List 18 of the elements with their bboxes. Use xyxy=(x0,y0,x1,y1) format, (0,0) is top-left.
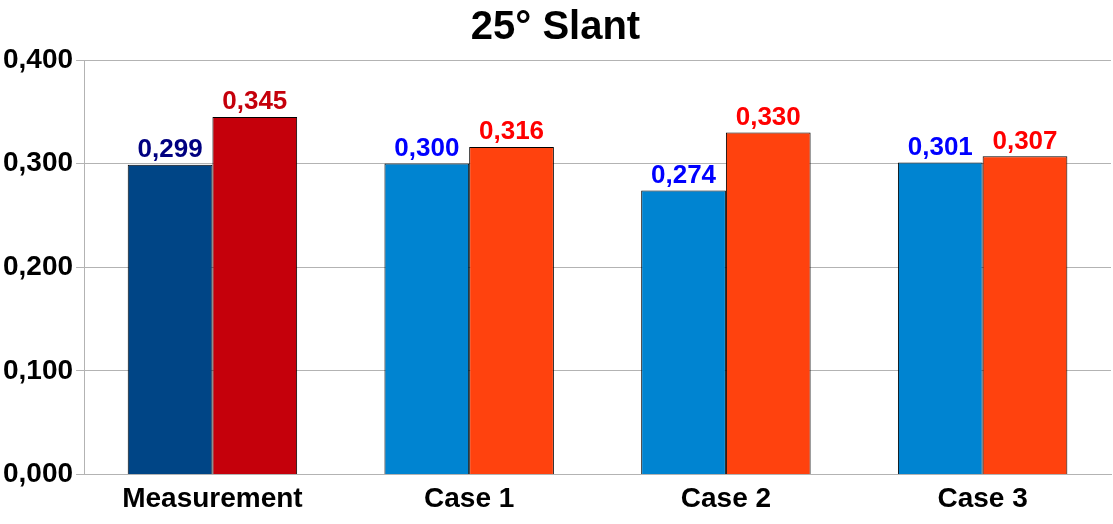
y-tick-label: 0,000 xyxy=(2,457,74,489)
x-tick-label: Case 2 xyxy=(680,481,772,513)
data-label: 0,345 xyxy=(222,85,288,116)
y-tick-label: 0,400 xyxy=(2,42,74,74)
data-label: 0,330 xyxy=(735,100,801,131)
x-tick-label: Case 1 xyxy=(424,481,515,513)
data-label: 0,299 xyxy=(137,132,203,163)
data-label: 0,307 xyxy=(992,124,1058,155)
y-tick-label: 0,200 xyxy=(2,249,74,281)
data-label: 0,316 xyxy=(478,115,545,146)
y-tick-label: 0,300 xyxy=(2,146,74,178)
x-tick-label: Case 3 xyxy=(937,481,1028,513)
data-label: 0,300 xyxy=(394,131,460,162)
data-label: 0,274 xyxy=(651,158,717,189)
data-label: 0,301 xyxy=(907,130,973,161)
x-tick-label: Measurement xyxy=(122,481,303,513)
chart-title: 25° Slant xyxy=(470,3,641,48)
y-tick-label: 0,100 xyxy=(2,353,74,385)
